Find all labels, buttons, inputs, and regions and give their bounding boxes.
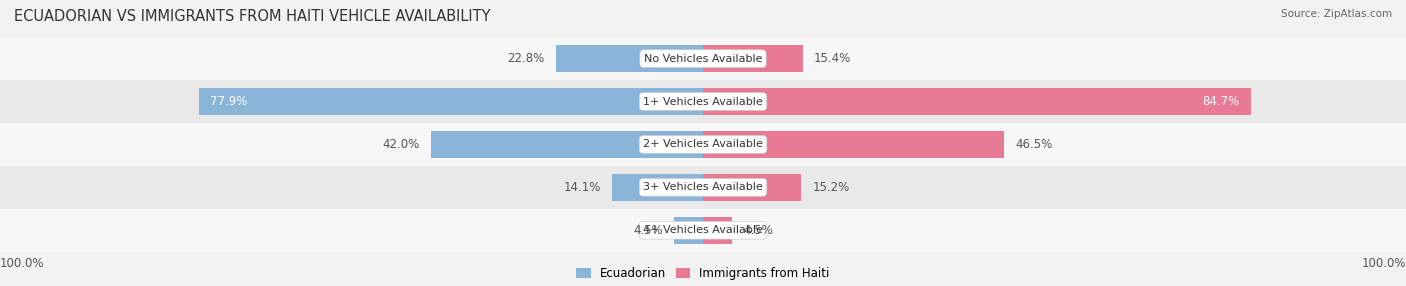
Bar [703, 174, 801, 201]
Text: 100.0%: 100.0% [1361, 257, 1406, 270]
Text: 1+ Vehicles Available: 1+ Vehicles Available [643, 97, 763, 106]
Text: 15.4%: 15.4% [814, 52, 851, 65]
Text: Source: ZipAtlas.com: Source: ZipAtlas.com [1281, 9, 1392, 19]
Bar [0, 80, 1406, 123]
Text: ECUADORIAN VS IMMIGRANTS FROM HAITI VEHICLE AVAILABILITY: ECUADORIAN VS IMMIGRANTS FROM HAITI VEHI… [14, 9, 491, 23]
Bar [673, 217, 703, 243]
Bar [0, 37, 1406, 80]
Bar [0, 166, 1406, 209]
Text: 3+ Vehicles Available: 3+ Vehicles Available [643, 182, 763, 192]
Legend: Ecuadorian, Immigrants from Haiti: Ecuadorian, Immigrants from Haiti [576, 267, 830, 280]
Text: 46.5%: 46.5% [1015, 138, 1052, 151]
Bar [703, 45, 803, 72]
Text: 84.7%: 84.7% [1202, 95, 1240, 108]
Bar [703, 88, 1251, 115]
Bar [555, 45, 703, 72]
Text: No Vehicles Available: No Vehicles Available [644, 54, 762, 63]
Text: 4+ Vehicles Available: 4+ Vehicles Available [643, 225, 763, 235]
Bar [703, 217, 733, 243]
Text: 22.8%: 22.8% [508, 52, 544, 65]
Bar [0, 209, 1406, 252]
Bar [0, 123, 1406, 166]
Text: 15.2%: 15.2% [813, 181, 849, 194]
Bar [200, 88, 703, 115]
Text: 14.1%: 14.1% [564, 181, 600, 194]
Text: 4.5%: 4.5% [633, 224, 662, 237]
Bar [612, 174, 703, 201]
Text: 2+ Vehicles Available: 2+ Vehicles Available [643, 140, 763, 149]
Text: 100.0%: 100.0% [0, 257, 45, 270]
Bar [432, 131, 703, 158]
Text: 77.9%: 77.9% [211, 95, 247, 108]
Bar [703, 131, 1004, 158]
Text: 4.5%: 4.5% [744, 224, 773, 237]
Text: 42.0%: 42.0% [382, 138, 420, 151]
